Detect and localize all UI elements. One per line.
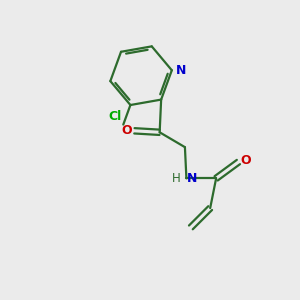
Text: Cl: Cl [109,110,122,123]
Text: O: O [241,154,251,167]
Text: O: O [122,124,132,137]
Text: N: N [176,64,186,77]
Text: N: N [186,172,197,185]
Text: H: H [172,172,181,185]
